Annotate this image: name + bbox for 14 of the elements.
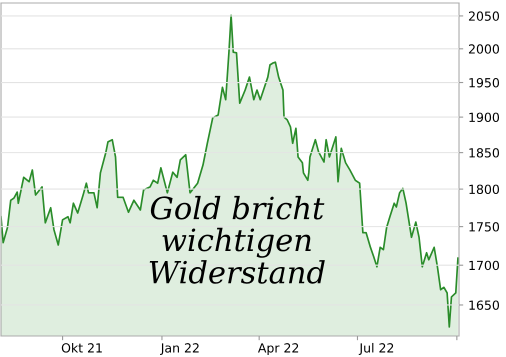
y-tick-label: 1750 [469,222,500,232]
y-tick-label: 2000 [468,44,500,54]
y-tick-label: 1800 [469,184,500,194]
y-tick-label: 1900 [469,112,500,122]
x-tick-label: Apr 22 [258,343,298,356]
x-tick-label: Jan 22 [160,343,199,355]
y-tick-label: 1950 [469,78,500,88]
y-tick-label: 1700 [469,260,500,270]
y-tick-label: 1650 [469,300,500,310]
annotation: Gold bricht wichtigen Widerstand [150,196,325,284]
x-tick-label: Jul 22 [358,342,394,355]
y-tick-label: 1850 [469,148,500,158]
x-tick-label: Okt 21 [62,342,102,353]
y-tick-label: 2050 [468,11,500,21]
